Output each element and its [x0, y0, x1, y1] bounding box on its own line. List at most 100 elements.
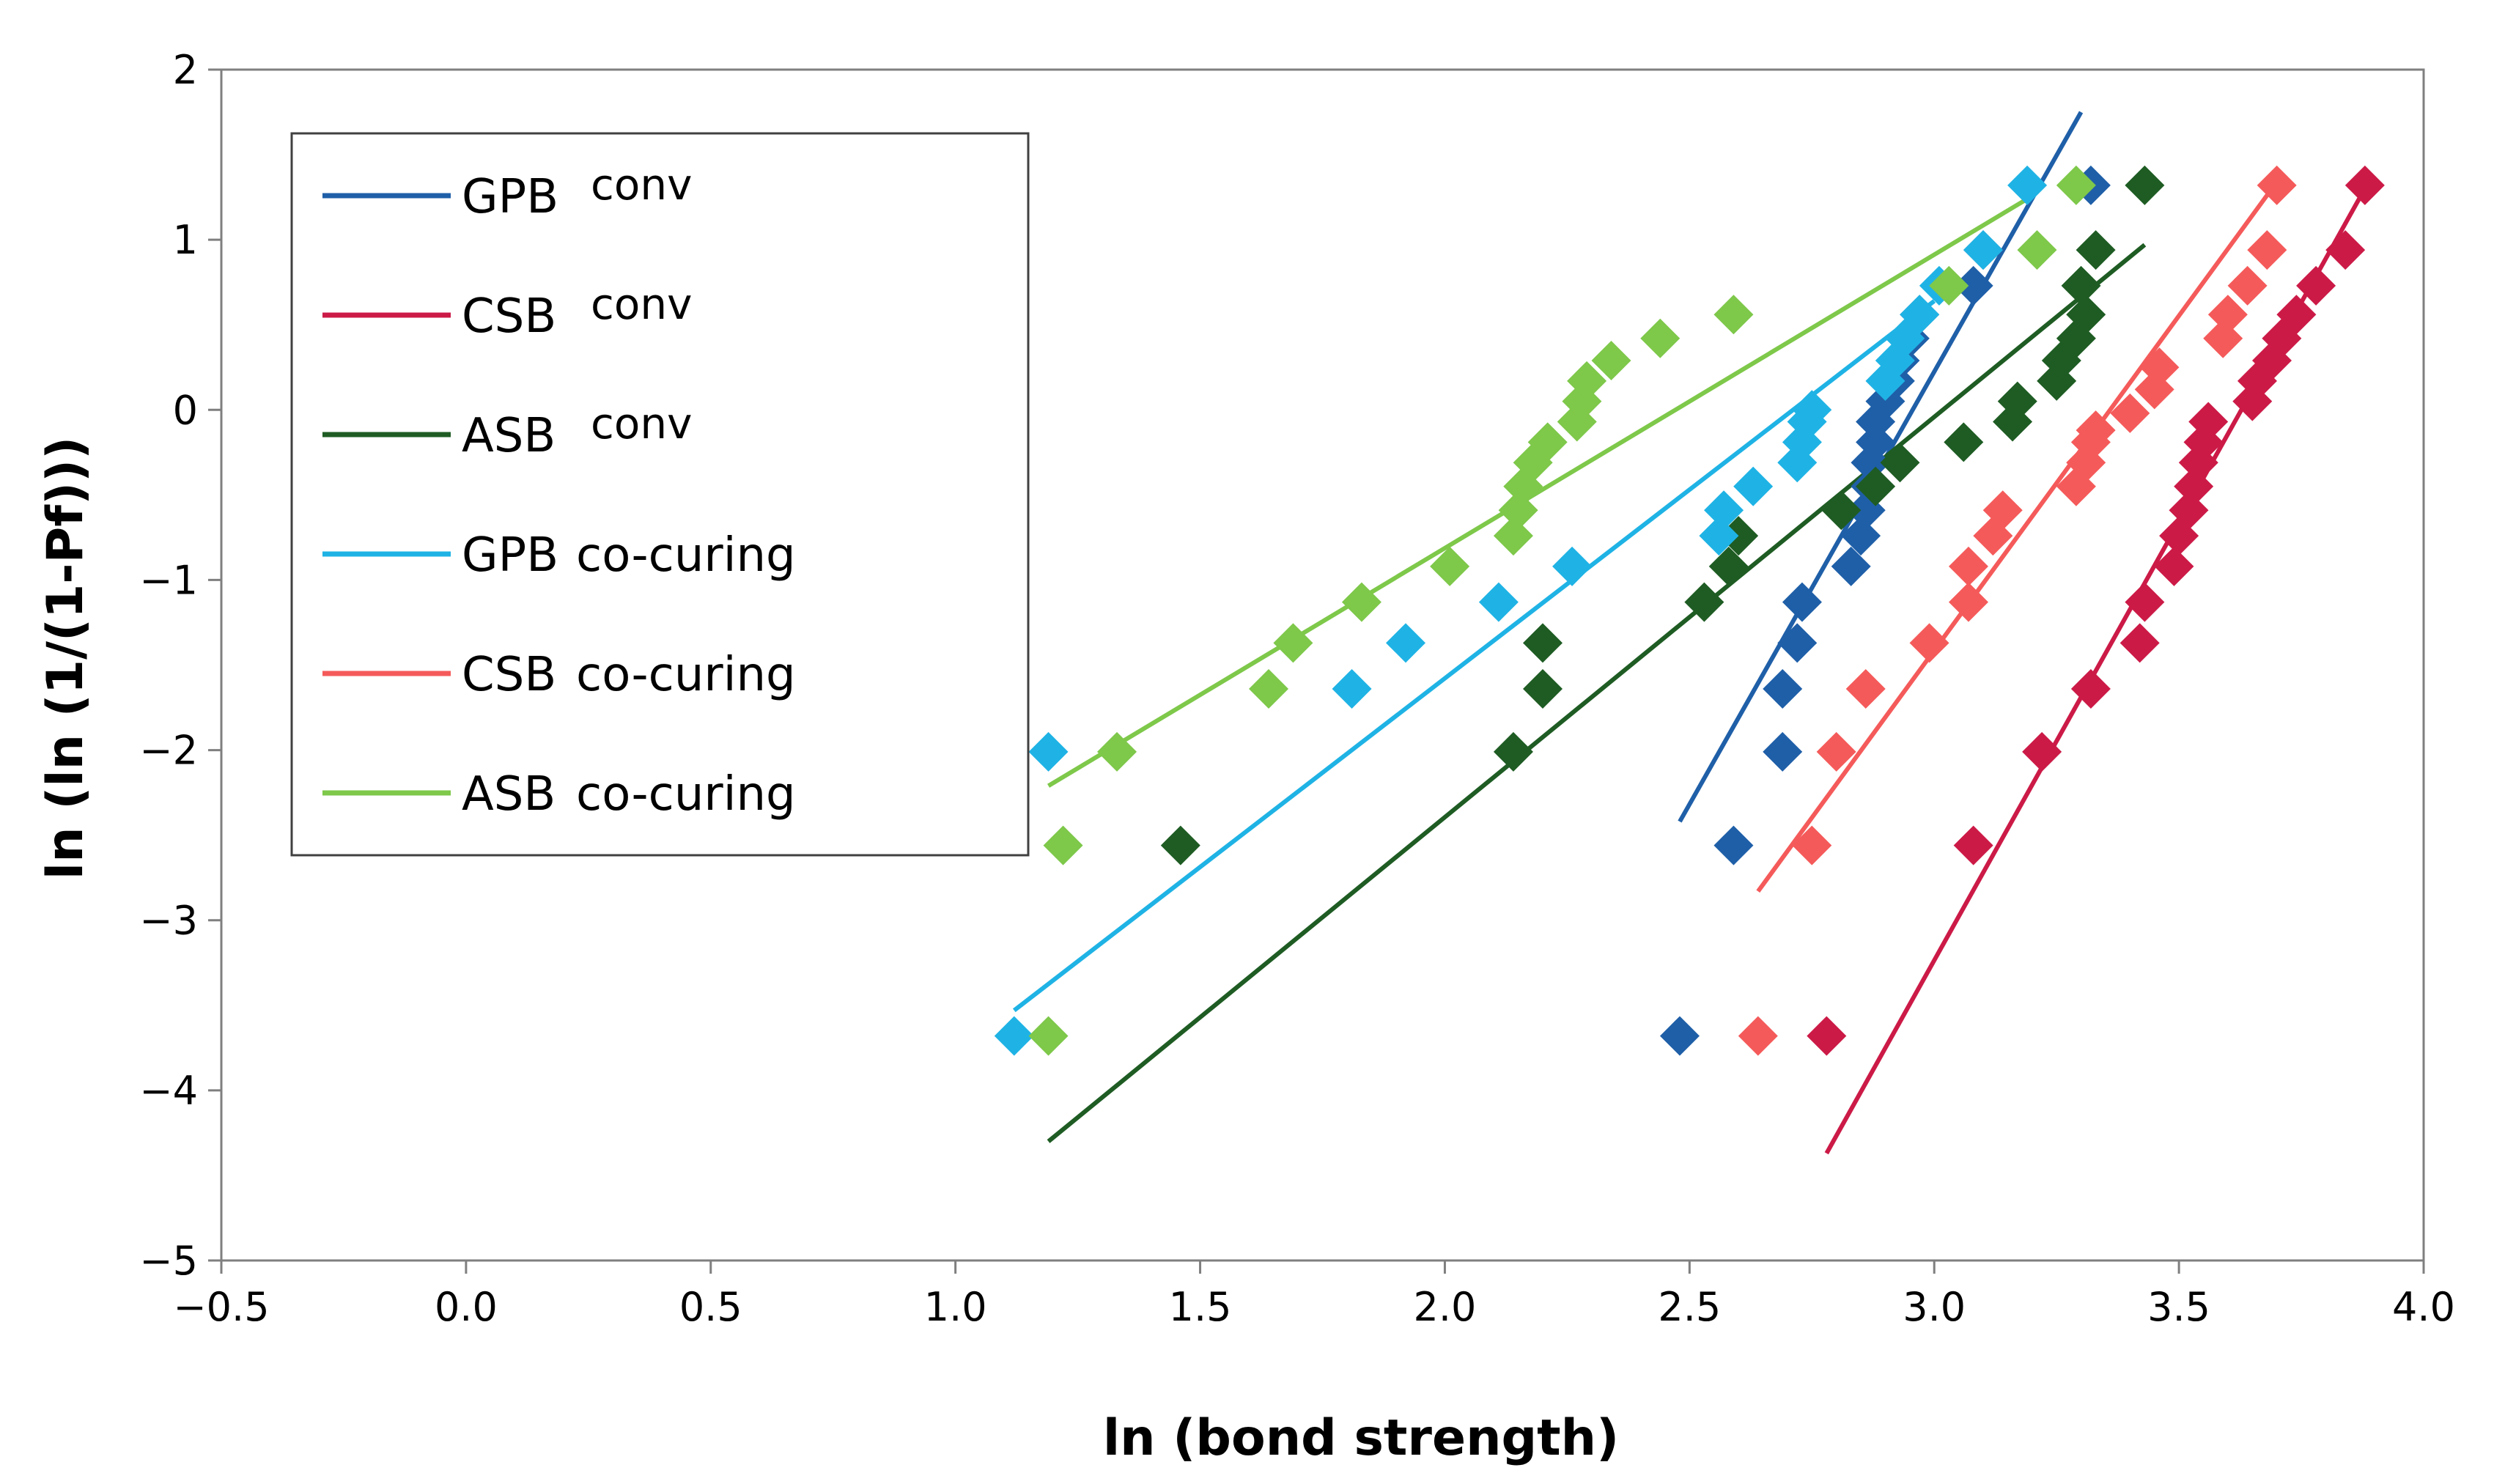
data-point-csb-co-curing [1816, 731, 1856, 772]
data-point-csb-co-curing [2247, 230, 2287, 270]
y-tick-label: −3 [139, 898, 198, 944]
legend-entry-asb-co-curing: ASB co-curing [322, 767, 796, 822]
data-point-csb-co-curing [2257, 165, 2297, 205]
legend-sub-label: conv [591, 160, 692, 210]
fit-lines [1012, 111, 2362, 1155]
data-point-asb-conv [2066, 295, 2106, 335]
data-point-csb-conv [2154, 546, 2194, 586]
legend-box [290, 132, 1030, 857]
legend-entry-csb-conv: CSB conv [322, 279, 692, 344]
data-point-asb-co-curing [1929, 265, 1969, 306]
data-point-asb-conv [1708, 546, 1749, 586]
data-point-csb-co-curing [1909, 623, 1949, 663]
data-point-csb-co-curing [2139, 347, 2180, 388]
legend-label: ASB [462, 767, 556, 822]
data-point-csb-conv [2325, 230, 2366, 270]
data-point-gpb-co-curing [2007, 165, 2048, 205]
data-point-asb-conv [1160, 825, 1200, 865]
x-tick-label: 1.0 [924, 1284, 987, 1330]
fit-line-asb-conv [1047, 243, 2147, 1143]
data-point-asb-co-curing [1273, 623, 1313, 663]
legend-label: CSB [462, 648, 556, 702]
legend-sub-label: conv [591, 279, 692, 329]
legend-label: GPB [462, 170, 558, 224]
data-point-gpb-conv [1856, 422, 1896, 462]
legend-entries: GPB conv CSB conv ASB conv GPB co-curing CSB co-c… [322, 160, 796, 822]
data-point-asb-conv [2076, 230, 2116, 270]
data-point-csb-conv [2125, 582, 2165, 622]
y-tick-label: −5 [139, 1238, 198, 1284]
data-point-asb-co-curing [1493, 516, 1533, 556]
y-tick-label: −2 [139, 728, 198, 774]
y-axis-ticks: 2 1 0 −1 −2 −3 −4 −5 [139, 47, 221, 1284]
data-point-asb-conv [1997, 381, 2037, 421]
fit-line-asb-co-curing [1047, 196, 2029, 788]
data-point-csb-conv [2070, 669, 2111, 709]
data-point-csb-co-curing [2076, 410, 2116, 451]
x-tick-label: −0.5 [173, 1284, 269, 1330]
data-point-gpb-co-curing [1552, 546, 1593, 586]
data-point-asb-co-curing [2017, 230, 2057, 270]
legend: GPB conv CSB conv ASB conv GPB co-curing CSB co-c… [290, 132, 1030, 857]
data-point-csb-conv [2344, 165, 2385, 205]
plot-area [220, 68, 2425, 1262]
fit-line-csb-co-curing [1756, 180, 2279, 893]
data-point-gpb-co-curing [1478, 582, 1519, 622]
data-point-csb-conv [2119, 623, 2160, 663]
data-point-asb-co-curing [1097, 731, 1137, 772]
x-tick-label: 4.0 [2392, 1284, 2455, 1330]
data-point-gpb-conv [1763, 731, 1803, 772]
data-point-asb-conv [1523, 669, 1563, 709]
x-axis-ticks: −0.5 0.0 0.5 1.0 1.5 2.0 2.5 3.0 3.5 4.0 [173, 1260, 2455, 1330]
data-point-gpb-co-curing [1699, 516, 1739, 556]
data-point-asb-conv [1821, 490, 1862, 531]
data-point-asb-co-curing [1249, 669, 1289, 709]
legend-entry-csb-co-curing: CSB co-curing [322, 648, 796, 702]
data-point-gpb-conv [1659, 1016, 1700, 1056]
y-tick-label: 1 [173, 217, 198, 263]
data-point-csb-conv [2276, 295, 2317, 335]
data-point-gpb-co-curing [1963, 230, 2003, 270]
data-point-asb-conv [2061, 265, 2101, 306]
x-tick-label: 0.5 [679, 1284, 742, 1330]
data-point-asb-conv [2125, 165, 2165, 205]
y-tick-label: 0 [173, 387, 198, 433]
legend-entry-gpb-conv: GPB conv [322, 160, 692, 224]
x-tick-label: 3.5 [2147, 1284, 2210, 1330]
data-point-gpb-co-curing [1733, 466, 1774, 506]
data-point-csb-co-curing [1792, 825, 1832, 865]
legend-sub-label: co-curing [576, 528, 796, 583]
data-point-gpb-co-curing [1386, 623, 1426, 663]
data-point-asb-co-curing [1713, 295, 1754, 335]
y-tick-label: −4 [139, 1068, 198, 1114]
data-point-csb-co-curing [2110, 393, 2150, 433]
data-point-gpb-conv [1782, 582, 1822, 622]
y-axis-title: ln (ln (1/(1-Pf))) [37, 437, 95, 879]
data-point-gpb-co-curing [1900, 295, 1940, 335]
x-axis-title: ln (bond strength) [1103, 1409, 1619, 1467]
data-point-csb-co-curing [2207, 295, 2248, 335]
data-point-asb-co-curing [1591, 340, 1631, 380]
data-point-asb-co-curing [1028, 1016, 1069, 1056]
data-point-csb-co-curing [1982, 490, 2023, 531]
legend-sub-label: co-curing [576, 648, 796, 702]
data-point-asb-conv [1684, 582, 1724, 622]
legend-label: GPB [462, 528, 558, 583]
data-point-asb-co-curing [2056, 165, 2096, 205]
legend-entry-asb-conv: ASB conv [322, 399, 692, 463]
data-point-asb-co-curing [1341, 582, 1381, 622]
data-point-csb-co-curing [2227, 265, 2268, 306]
data-point-gpb-co-curing [1792, 390, 1832, 430]
x-tick-label: 0.0 [435, 1284, 498, 1330]
data-point-csb-conv [1953, 825, 1993, 865]
data-point-gpb-conv [1953, 265, 1993, 306]
data-point-gpb-co-curing [1028, 731, 1069, 772]
data-point-gpb-conv [1713, 825, 1754, 865]
data-point-asb-conv [1944, 422, 1984, 462]
data-point-csb-co-curing [1845, 669, 1886, 709]
fit-line-gpb-co-curing [1012, 299, 1936, 1013]
data-point-gpb-conv [1763, 669, 1803, 709]
data-point-asb-co-curing [1640, 318, 1681, 358]
y-tick-label: −1 [139, 557, 198, 603]
